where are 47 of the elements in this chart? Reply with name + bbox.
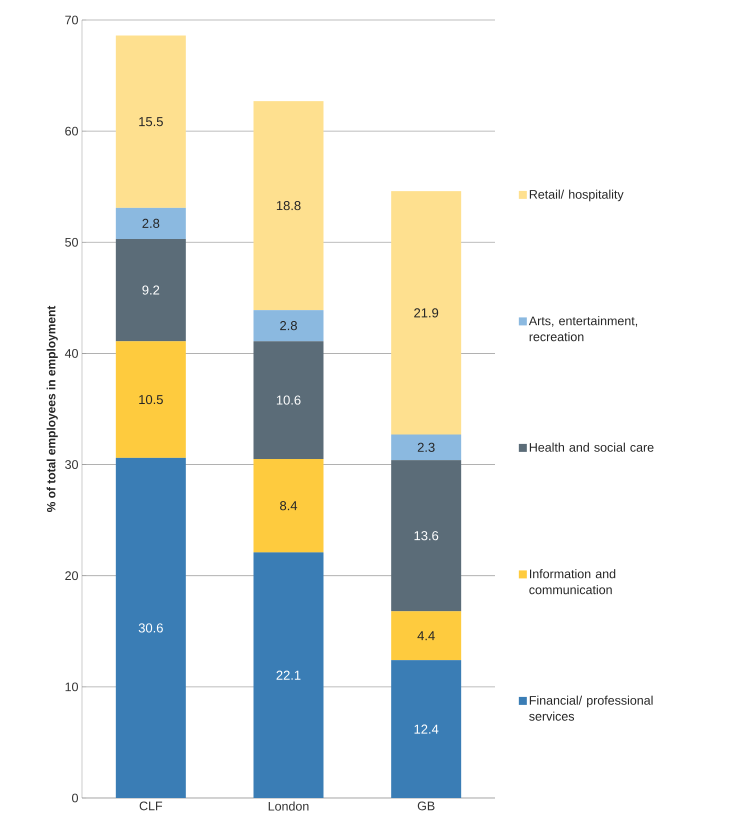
bar — [116, 208, 186, 239]
data-label: 12.4 — [414, 724, 438, 734]
bar — [391, 191, 462, 435]
bar — [391, 434, 462, 460]
bar — [254, 310, 324, 342]
bar — [254, 341, 324, 460]
y-tick-label: 70 — [65, 16, 78, 24]
y-tick-label: 10 — [66, 682, 78, 692]
bar — [254, 459, 324, 552]
bar — [254, 101, 324, 310]
legend-label: Retail/ hospitality — [530, 190, 624, 202]
bar — [391, 660, 462, 798]
data-label: 10.6 — [276, 396, 301, 405]
bar — [116, 341, 186, 458]
x-tick-label: GB — [418, 802, 435, 810]
data-label: 13.6 — [414, 531, 438, 540]
bar — [116, 36, 186, 208]
data-label: 10.5 — [139, 394, 163, 404]
bar — [391, 611, 462, 660]
data-label: 15.5 — [139, 117, 163, 126]
data-label: 22.1 — [276, 670, 300, 680]
y-tick-label: 0 — [72, 794, 78, 802]
data-label: 9.2 — [142, 285, 160, 295]
y-tick-label: 40 — [64, 349, 78, 358]
x-tick-label: CLF — [140, 802, 162, 810]
bar — [116, 458, 186, 798]
y-tick-label: 50 — [65, 238, 78, 247]
y-tick-label: 60 — [65, 126, 78, 136]
data-label: 2.8 — [142, 218, 160, 228]
legend-label: Arts, entertainment, recreation — [528, 316, 638, 342]
bar — [254, 552, 324, 798]
data-label: 2.3 — [418, 442, 435, 452]
data-label: 8.4 — [280, 501, 298, 510]
data-label: 2.8 — [280, 321, 297, 330]
data-label: 30.6 — [138, 623, 163, 633]
bar — [391, 460, 462, 612]
y-tick-label: 20 — [65, 571, 78, 580]
x-tick-label: London — [268, 802, 308, 811]
y-tick-label: 30 — [65, 460, 78, 469]
legend-label: Financial/ professional services — [529, 696, 653, 721]
legend-label: Health and social care — [530, 442, 654, 452]
legend-label: Information and communication — [529, 569, 616, 594]
y-axis-title: % of total employees in employment — [46, 306, 58, 512]
data-label: 18.8 — [276, 201, 301, 210]
bar — [116, 238, 186, 342]
data-label: 4.4 — [417, 631, 435, 640]
data-label: 21.9 — [414, 308, 438, 318]
